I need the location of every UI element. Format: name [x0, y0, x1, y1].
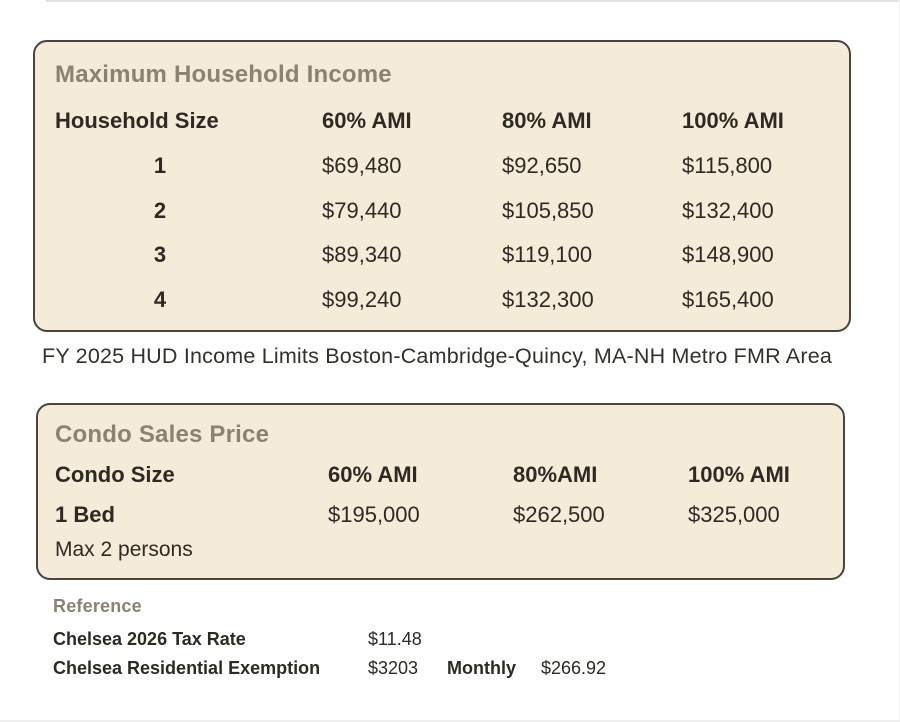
income-col-header-60ami: 60% AMI	[322, 108, 412, 133]
income-col-header-80ami: 80% AMI	[502, 108, 592, 133]
income-80ami-value: $105,850	[502, 197, 594, 223]
income-100ami-value: $165,400	[682, 286, 774, 312]
reference-title: Reference	[53, 596, 142, 616]
income-table-row: 3 $89,340 $119,100 $148,900	[55, 233, 831, 278]
income-80ami-value: $92,650	[502, 153, 582, 179]
income-60ami-value: $79,440	[322, 197, 402, 223]
condo-sales-panel: Condo Sales Price Condo Size 60% AMI 80%…	[36, 403, 845, 580]
condo-col-header-60ami: 60% AMI	[328, 462, 418, 487]
condo-col-header-100ami: 100% AMI	[688, 462, 790, 487]
income-60ami-value: $99,240	[322, 286, 402, 312]
household-size-value: 2	[153, 197, 167, 223]
income-100ami-value: $148,900	[682, 242, 774, 268]
income-panel-title: Maximum Household Income	[55, 61, 392, 88]
window-top-edge	[46, 0, 900, 2]
reference-section: Reference Chelsea 2026 Tax Rate $11.48 C…	[53, 596, 833, 683]
income-col-header-100ami: 100% AMI	[682, 108, 784, 133]
income-table-header-row: Household Size 60% AMI 80% AMI 100% AMI	[55, 98, 831, 144]
reference-extra-label: Monthly	[447, 658, 516, 678]
condo-100ami-price: $325,000	[688, 502, 780, 527]
condo-table-row: 1 Bed $195,000 $262,500 $325,000	[55, 496, 825, 534]
income-100ami-value: $132,400	[682, 197, 774, 223]
reference-extra-value: $266.92	[541, 658, 607, 678]
condo-col-header-80ami: 80%AMI	[513, 462, 598, 487]
condo-occupancy-note: Max 2 persons	[55, 538, 193, 561]
condo-size-value: 1 Bed	[55, 502, 115, 527]
condo-80ami-price: $262,500	[513, 502, 605, 527]
income-100ami-value: $115,800	[682, 153, 773, 179]
reference-row: Chelsea Residential Exemption $3203 Mont…	[53, 654, 833, 683]
reference-row: Chelsea 2026 Tax Rate $11.48	[53, 625, 833, 654]
income-limits-panel: Maximum Household Income Household Size …	[33, 40, 851, 332]
income-table-row: 1 $69,480 $92,650 $115,800	[55, 144, 831, 189]
income-table-row: 4 $99,240 $132,300 $165,400	[55, 278, 831, 323]
income-60ami-value: $69,480	[322, 153, 402, 179]
household-size-value: 4	[153, 286, 167, 312]
condo-60ami-price: $195,000	[328, 502, 420, 527]
income-table-row: 2 $79,440 $105,850 $132,400	[55, 189, 831, 234]
income-80ami-value: $132,300	[502, 286, 594, 312]
income-limits-source-caption: FY 2025 HUD Income Limits Boston-Cambrid…	[42, 344, 833, 368]
household-size-value: 3	[153, 242, 167, 268]
window-bottom-edge	[0, 720, 900, 722]
income-col-header-household-size: Household Size	[55, 108, 219, 133]
reference-label: Chelsea 2026 Tax Rate	[53, 629, 246, 649]
income-80ami-value: $119,100	[502, 242, 593, 268]
reference-value: $11.48	[368, 629, 422, 649]
reference-label: Chelsea Residential Exemption	[53, 658, 321, 678]
household-size-value: 1	[153, 153, 167, 179]
reference-value: $3203	[368, 658, 419, 678]
condo-table-header-row: Condo Size 60% AMI 80%AMI 100% AMI	[55, 454, 825, 496]
condo-panel-title: Condo Sales Price	[55, 421, 270, 448]
income-60ami-value: $89,340	[322, 242, 402, 268]
condo-col-header-size: Condo Size	[55, 462, 175, 487]
